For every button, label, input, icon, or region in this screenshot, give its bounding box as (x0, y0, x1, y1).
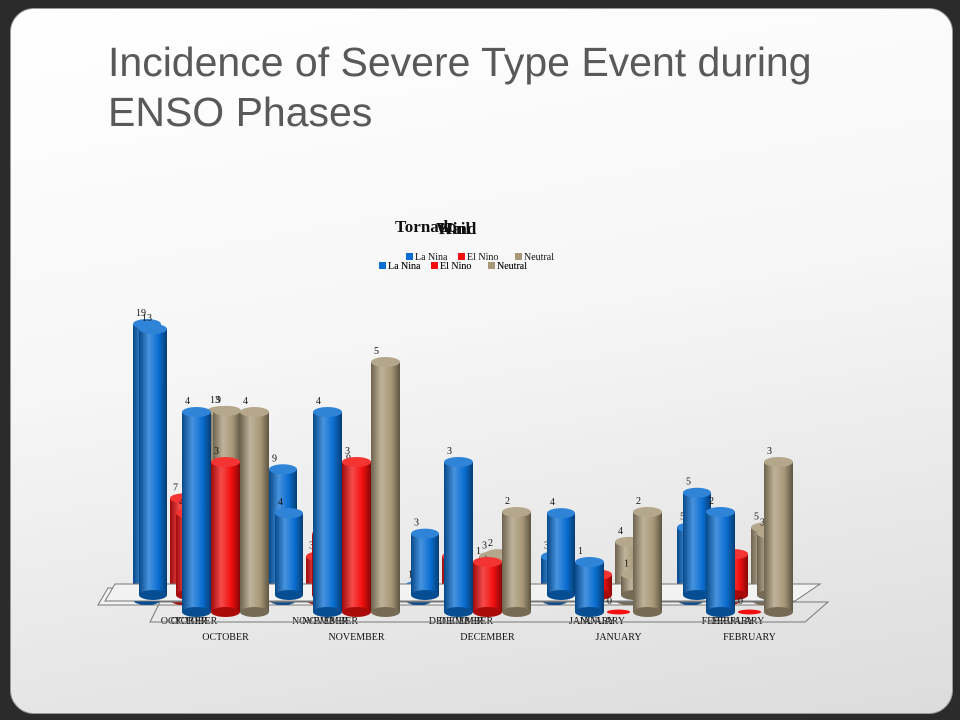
data-label: 13 (210, 395, 220, 406)
data-label: 3 (482, 540, 487, 551)
bar-tornado-el-nino-december: 1 (473, 546, 502, 617)
data-label: 3 (760, 518, 765, 529)
bar-wind-la-nina-january: 4 (547, 497, 575, 600)
legend-label: El Nino (440, 261, 471, 272)
legend-label: Neutral (497, 261, 527, 272)
data-label: 5 (754, 511, 759, 522)
data-label: 1 (408, 569, 413, 580)
legend-label: El Nino (467, 252, 498, 263)
legend-label: El Nino (440, 261, 471, 272)
legend-item: Neutral (515, 252, 554, 263)
category-label: NOVEMBER (328, 632, 384, 643)
data-label: 9 (272, 453, 277, 464)
data-label: 3 (214, 446, 219, 457)
data-label: 3 (345, 446, 350, 457)
data-label: 2 (636, 496, 641, 507)
chart-title: Wind (436, 219, 477, 238)
data-label: 5 (680, 511, 685, 522)
chart-floor (149, 601, 830, 623)
bar-tornado-la-nina-january: 1 (575, 546, 604, 617)
legend-label: La Nina (388, 261, 421, 272)
data-label: 4 (316, 396, 321, 407)
bar-tornado-neutral-november: 5 (371, 346, 400, 617)
category-label: JANUARY (595, 632, 641, 643)
data-label: 3 (414, 518, 419, 529)
bar-tornado-neutral-december: 2 (502, 496, 531, 617)
data-label: 4 (278, 497, 283, 508)
legend-item: Neutral (488, 261, 527, 272)
bar-tornado-neutral-october: 4 (240, 396, 269, 617)
data-label: 5 (686, 477, 691, 488)
bar-tornado-el-nino-october: 3 (211, 446, 240, 617)
data-label: 19 (136, 308, 146, 319)
legend-label: Neutral (497, 261, 527, 272)
bar-tornado-el-nino-february: 0 (737, 596, 762, 615)
data-label: 2 (709, 496, 714, 507)
data-label: 1 (476, 546, 481, 557)
bar-tornado-neutral-january: 2 (633, 496, 662, 617)
bar-tornado-el-nino-november: 3 (342, 446, 371, 617)
category-label: DECEMBER (460, 632, 515, 643)
bar-wind-la-nina-october: 13 (139, 313, 167, 600)
data-label: 7 (173, 482, 178, 493)
legend-item: El Nino (431, 261, 471, 272)
data-label: 13 (142, 313, 152, 324)
data-label: 3 (447, 446, 452, 457)
data-label: 1 (624, 559, 629, 570)
bar-tornado-la-nina-february: 2 (706, 496, 735, 617)
data-label: 4 (550, 497, 555, 508)
data-label: 0 (738, 596, 743, 607)
data-label: 4 (179, 497, 184, 508)
bar-wind-la-nina-december: 3 (411, 518, 439, 600)
category-label: FEBRUARY (723, 632, 776, 643)
data-label: 3 (544, 540, 549, 551)
data-label: 3 (767, 446, 772, 457)
bar-tornado-neutral-february: 3 (764, 446, 793, 617)
legend-item: La Nina (379, 261, 421, 272)
data-label: 2 (505, 496, 510, 507)
data-label: 9 (216, 395, 221, 406)
data-label: 1 (578, 546, 583, 557)
data-label: 2 (488, 538, 493, 549)
bar-wind-la-nina-november: 4 (275, 497, 303, 600)
legend-label: La Nina (388, 261, 421, 272)
category-label: OCTOBER (202, 632, 249, 643)
bar-tornado-la-nina-december: 3 (444, 446, 473, 617)
bar-tornado-la-nina-november: 4 (313, 396, 342, 617)
data-label: 4 (243, 396, 248, 407)
legend-label: La Nina (415, 252, 448, 263)
data-label: 0 (607, 596, 612, 607)
legend-label: Neutral (524, 252, 554, 263)
data-label: 4 (618, 526, 623, 537)
chart-title: Hail (439, 219, 470, 238)
bar-tornado-el-nino-january: 0 (606, 596, 631, 615)
legend-item: El Nino (458, 252, 498, 263)
legend-item: La Nina (406, 252, 448, 263)
bar-tornado-la-nina-october: 4 (182, 396, 211, 617)
chart-title: Tornado (395, 217, 457, 236)
slide-title: Incidence of Severe Type Event during EN… (108, 39, 812, 135)
data-label: 4 (185, 396, 190, 407)
data-label: 5 (374, 346, 379, 357)
data-label: 3 (309, 540, 314, 551)
